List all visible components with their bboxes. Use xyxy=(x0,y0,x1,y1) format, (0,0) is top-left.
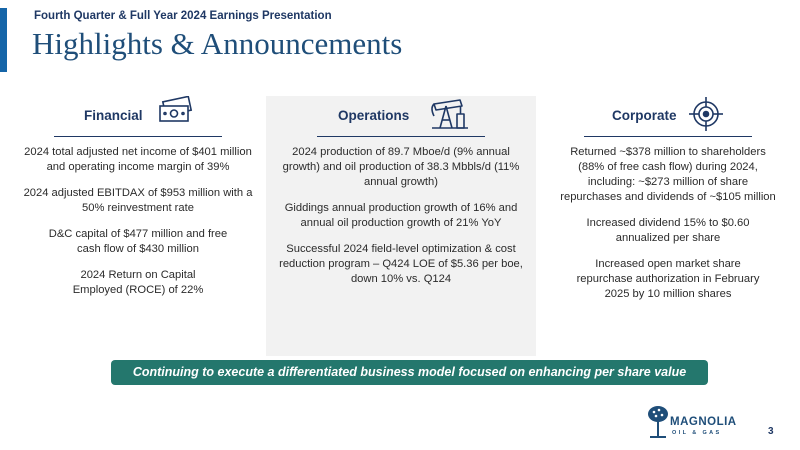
corporate-divider xyxy=(584,136,752,137)
logo-wordmark: MAGNOLIA xyxy=(670,416,737,428)
financial-point: 2024 adjusted EBITDAX of $953 million wi… xyxy=(23,187,253,214)
target-icon xyxy=(689,97,723,131)
pumpjack-icon xyxy=(431,99,468,129)
financial-title: Financial xyxy=(84,108,143,123)
operations-point: 2024 production of 89.7 Mboe/d (9% annua… xyxy=(282,146,520,188)
corporate-header: Corporate xyxy=(548,96,788,136)
logo-tagline: OIL & GAS xyxy=(672,430,722,436)
corporate-title: Corporate xyxy=(612,108,677,123)
magnolia-tree-icon xyxy=(648,406,668,438)
corporate-column: Corporate Returned ~$378 million to shar… xyxy=(548,96,788,313)
operations-point: Giddings annual production growth of 16%… xyxy=(284,202,518,229)
operations-body: 2024 production of 89.7 Mboe/d (9% annua… xyxy=(266,145,536,287)
operations-point: Successful 2024 field-level optimization… xyxy=(279,243,523,285)
financial-point: 2024 Return on Capital Employed (ROCE) o… xyxy=(72,269,204,296)
financial-body: 2024 total adjusted net income of $401 m… xyxy=(18,145,258,298)
operations-title: Operations xyxy=(338,108,410,123)
corporate-body: Returned ~$378 million to shareholders (… xyxy=(548,145,788,302)
accent-bar xyxy=(0,8,7,72)
company-logo: MAGNOLIA OIL & GAS xyxy=(646,404,736,444)
operations-header: Operations xyxy=(266,96,536,136)
financial-point: D&C capital of $477 million and free cas… xyxy=(48,228,228,255)
corporate-point: Returned ~$378 million to shareholders (… xyxy=(560,146,776,203)
money-bills-icon xyxy=(159,96,193,122)
page-title: Highlights & Announcements xyxy=(32,26,403,61)
operations-column: Operations 2024 production of 89.7 Mboe/… xyxy=(266,96,536,356)
page-number: 3 xyxy=(768,426,774,437)
corporate-point: Increased dividend 15% to $0.60 annualiz… xyxy=(586,217,750,244)
financial-point: 2024 total adjusted net income of $401 m… xyxy=(24,146,252,173)
corporate-point: Increased open market share repurchase a… xyxy=(576,258,760,300)
financial-header: Financial xyxy=(18,96,258,136)
financial-divider xyxy=(54,136,222,137)
presentation-subtitle: Fourth Quarter & Full Year 2024 Earnings… xyxy=(34,10,332,22)
financial-column: Financial 2024 total adjusted net income… xyxy=(18,96,258,309)
key-message-banner: Continuing to execute a differentiated b… xyxy=(111,360,708,385)
operations-divider xyxy=(317,136,485,137)
